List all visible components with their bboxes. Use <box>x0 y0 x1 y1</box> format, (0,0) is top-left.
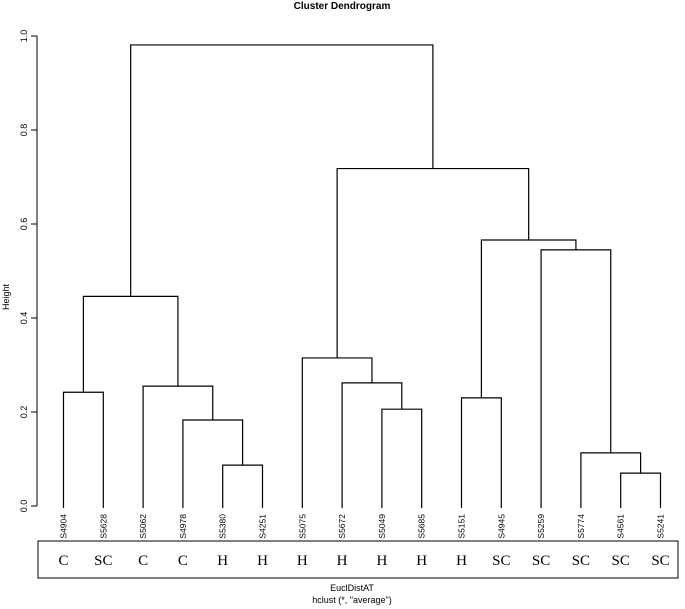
merge-link <box>341 382 403 508</box>
group-label: C <box>178 553 188 569</box>
group-label: H <box>257 553 268 569</box>
group-label: H <box>297 553 308 569</box>
leaf-label: S5062 <box>138 514 148 539</box>
y-tick-label: 0.4 <box>19 312 29 325</box>
leaf-label: S5241 <box>656 514 666 539</box>
leaf-label: S5380 <box>218 514 228 539</box>
chart-subtitle: hclust (*, "average") <box>312 595 391 605</box>
group-label: C <box>58 553 68 569</box>
leaf-labels: S4904 S5628 S5062 S4978 S5380 S4251 S5075 S5672… <box>59 514 666 539</box>
group-label: SC <box>572 553 590 569</box>
y-tick-label: 0.6 <box>19 218 29 231</box>
merge-link <box>460 397 502 508</box>
merge-link <box>82 295 179 393</box>
leaf-label: S5259 <box>536 514 546 539</box>
x-axis-label: EuclDistAT <box>330 583 374 593</box>
merge-link <box>301 357 373 508</box>
merge-link <box>480 239 577 398</box>
group-labels: C SC C C H H H H H H H SC SC SC SC SC <box>58 553 669 569</box>
leaf-label: S5075 <box>297 514 307 539</box>
leaf-label: S5672 <box>337 514 347 539</box>
merge-link <box>142 385 214 508</box>
group-label: C <box>138 553 148 569</box>
y-axis-ticks: 0.0 0.2 0.4 0.6 0.8 1.0 <box>19 30 37 513</box>
leaf-label: S4904 <box>59 514 69 539</box>
y-tick-label: 1.0 <box>19 30 29 43</box>
group-label: SC <box>612 553 630 569</box>
y-tick-label: 0.0 <box>19 500 29 513</box>
group-label: H <box>217 553 228 569</box>
merge-link <box>580 452 642 508</box>
merge-link <box>62 391 104 508</box>
leaf-label: S4561 <box>616 514 626 539</box>
y-tick-label: 0.2 <box>19 406 29 419</box>
leaf-label: S5049 <box>377 514 387 539</box>
group-label: SC <box>492 553 510 569</box>
group-label-box <box>37 540 679 579</box>
group-label: H <box>376 553 387 569</box>
leaf-label: S5628 <box>98 514 108 539</box>
group-label: SC <box>651 553 669 569</box>
y-axis-label: Height <box>1 283 11 310</box>
merge-link <box>182 419 244 508</box>
leaf-label: S4978 <box>178 514 188 539</box>
group-label: H <box>416 553 427 569</box>
merge-link <box>381 408 423 508</box>
leaf-label: S5685 <box>417 514 427 539</box>
chart-title: Cluster Dendrogram <box>294 1 391 12</box>
merge-link <box>540 249 612 508</box>
y-tick-label: 0.8 <box>19 124 29 137</box>
dendrogram-links <box>62 44 662 508</box>
leaf-label: S4945 <box>496 514 506 539</box>
merge-link <box>130 44 434 297</box>
group-label: SC <box>532 553 550 569</box>
merge-link <box>620 472 662 508</box>
leaf-label: S4251 <box>258 514 268 539</box>
leaf-label: S5774 <box>576 514 586 539</box>
group-label: H <box>456 553 467 569</box>
group-label: SC <box>94 553 112 569</box>
group-label: H <box>337 553 348 569</box>
merge-link <box>336 167 530 358</box>
merge-link <box>222 464 264 508</box>
leaf-label: S5151 <box>457 514 467 539</box>
